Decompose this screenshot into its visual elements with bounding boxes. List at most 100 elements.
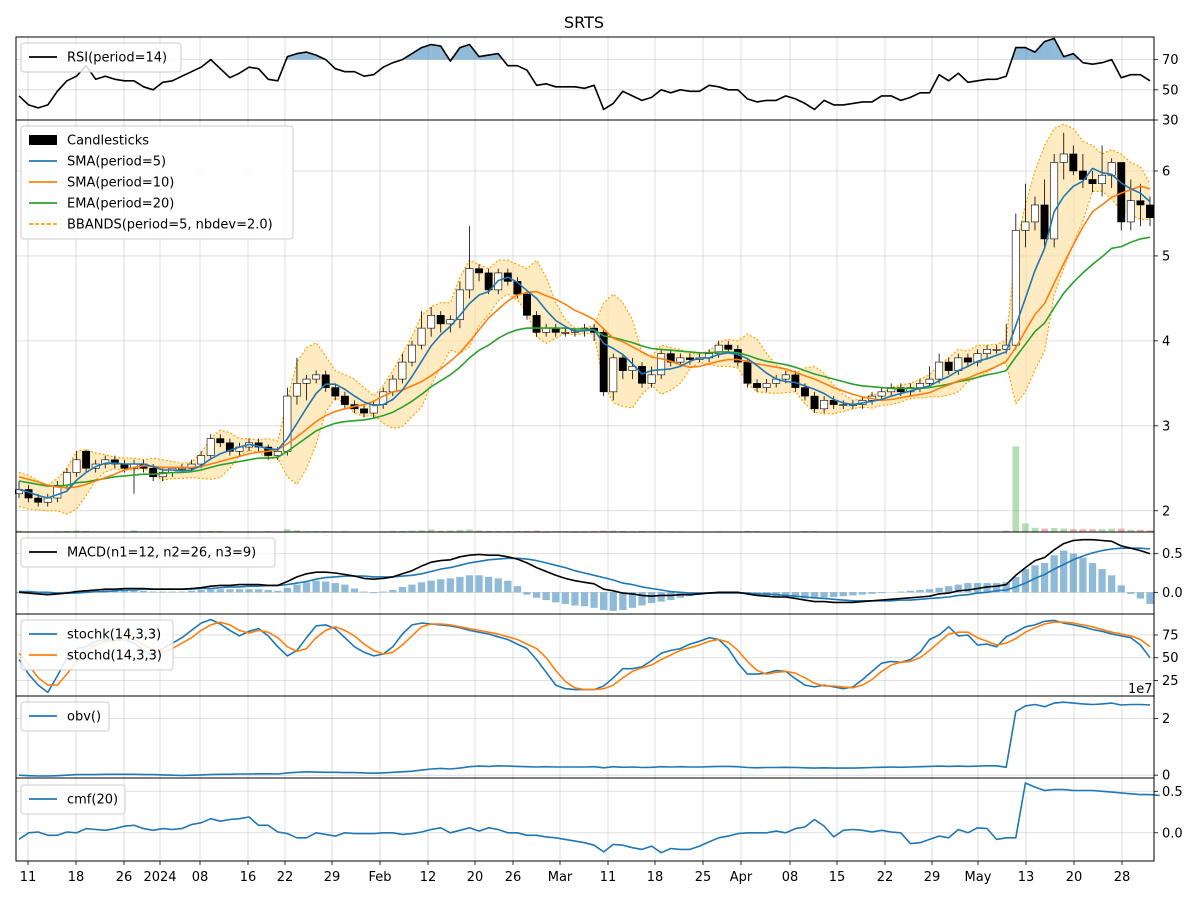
volume-bar xyxy=(82,530,90,532)
panels: 30 50 70 RSI(period=14) 2 3 4 5 6 Candlesticks SMA… xyxy=(15,36,1183,885)
candle-body xyxy=(187,463,196,469)
candle-body xyxy=(302,378,311,384)
macd-hist-bar xyxy=(485,576,493,593)
candlestick xyxy=(753,379,761,392)
rsi-frame xyxy=(15,36,1155,121)
candlestick xyxy=(360,404,368,418)
volume-bar xyxy=(399,530,406,532)
macd-hist-bar xyxy=(168,591,176,593)
x-tick-label: 26 xyxy=(505,870,522,885)
candle-body xyxy=(992,349,1001,351)
legend-entry: EMA(period=20) xyxy=(29,197,174,212)
volume-bar xyxy=(1146,530,1154,532)
legend-box xyxy=(20,701,110,732)
candlestick xyxy=(839,400,848,409)
candlestick xyxy=(935,353,944,384)
macd-hist-bar xyxy=(810,592,819,599)
macd-hist-bar xyxy=(283,587,292,593)
candle-body xyxy=(532,315,541,333)
candle-body xyxy=(944,361,953,371)
macd-hist-bar xyxy=(619,592,627,611)
rsi-fill-segment xyxy=(306,52,317,60)
candle-body xyxy=(523,293,531,316)
macd-hist-bar xyxy=(1127,592,1135,594)
candlestick xyxy=(225,438,234,456)
volume-bar xyxy=(73,530,80,532)
macd-hist-bar xyxy=(590,592,598,608)
rsi-fill-segment xyxy=(1044,38,1055,60)
macd-hist-bar xyxy=(130,590,138,593)
x-tick-label: 22 xyxy=(277,870,294,885)
candle-body xyxy=(753,383,761,388)
legend-box xyxy=(20,619,174,671)
macd-hist-bar xyxy=(360,591,368,593)
candle-body xyxy=(331,387,340,397)
candle-body xyxy=(388,378,397,393)
candle-body xyxy=(599,332,608,393)
candle-body xyxy=(647,374,656,384)
macd-hist-bar xyxy=(571,592,579,606)
candlestick xyxy=(887,383,896,397)
legend-label: Candlesticks xyxy=(67,134,149,149)
price-y-tick-label: 5 xyxy=(1162,249,1170,264)
volume-bar xyxy=(1031,527,1039,532)
price-y-tick-label: 4 xyxy=(1162,334,1170,349)
legend-entry: stochk(14,3,3) xyxy=(29,628,161,643)
volume-bar xyxy=(744,530,751,532)
volume-bar xyxy=(1012,446,1020,532)
candle-body xyxy=(638,366,646,384)
candle-body xyxy=(149,467,158,478)
candle-body xyxy=(820,400,829,410)
macd-line xyxy=(18,538,1151,604)
candlestick xyxy=(53,481,62,503)
macd-hist-bar xyxy=(552,592,560,603)
macd-hist-bar xyxy=(916,590,924,593)
candlestick xyxy=(1002,323,1011,354)
macd-signal-line xyxy=(19,547,1151,602)
macd-hist-bar xyxy=(897,591,905,593)
candle-body xyxy=(293,383,301,397)
stoch-grid xyxy=(27,614,1123,696)
candle-body xyxy=(618,357,627,371)
candlestick xyxy=(302,374,311,401)
candlestick xyxy=(1069,145,1078,176)
candle-body xyxy=(925,378,934,384)
rsi-line xyxy=(18,37,1151,111)
x-tick-label: 2024 xyxy=(143,870,176,885)
stoch-frame xyxy=(15,613,1155,697)
candle-body xyxy=(62,472,71,486)
candlestick xyxy=(408,340,416,367)
macd-hist-bar xyxy=(791,592,800,598)
cmf-line xyxy=(18,782,1160,854)
candle-body xyxy=(197,455,206,465)
macd-hist-bar xyxy=(465,575,474,593)
candlestick xyxy=(465,226,474,299)
macd-hist-bar xyxy=(322,581,330,593)
candle-body xyxy=(484,272,493,291)
sma10-line xyxy=(18,185,1151,489)
legend-entry: obv() xyxy=(29,710,101,725)
stoch-y-tick-label: 75 xyxy=(1162,628,1179,643)
legend-entry: SMA(period=10) xyxy=(29,176,174,191)
rsi-fill-segment xyxy=(1025,47,1035,60)
volume-bar xyxy=(619,530,627,532)
candle-body xyxy=(676,357,685,363)
candlestick xyxy=(925,366,934,388)
macd-hist-bar xyxy=(561,592,569,604)
macd-hist-bar xyxy=(302,582,311,593)
volume-bar xyxy=(1117,528,1125,532)
x-tick-label: May xyxy=(965,870,992,885)
rsi-overbought-fill xyxy=(286,38,1080,60)
macd-hist-bar xyxy=(1012,576,1020,593)
volume-bar xyxy=(1022,523,1029,532)
candlestick xyxy=(130,459,138,494)
legend-label: MACD(n1=12, n2=26, n3=9) xyxy=(67,546,256,561)
candlestick xyxy=(1031,196,1039,231)
candle-body xyxy=(398,361,407,380)
candle-body xyxy=(963,357,972,363)
volume-bar xyxy=(514,530,521,532)
candlestick xyxy=(312,370,321,384)
candlestick xyxy=(944,357,953,375)
candle-body xyxy=(34,497,43,503)
candle-body xyxy=(436,315,445,325)
